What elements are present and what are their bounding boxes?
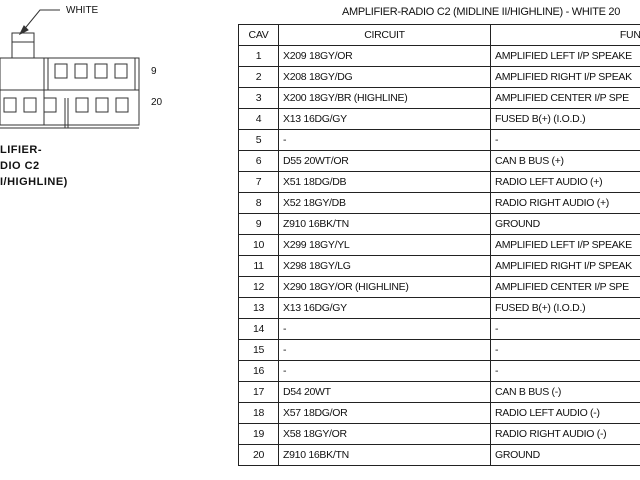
cav-cell: 12 [238,276,279,298]
table-row: 11 X298 18GY/LG AMPLIFIED RIGHT I/P SPEAK [238,255,640,277]
table-row: 3 X200 18GY/BR (HIGHLINE) AMPLIFIED CENTER… [238,87,640,109]
cav-cell: 1 [238,45,279,67]
table-row: 5-- [238,129,640,151]
function-cell: RADIO LEFT AUDIO (-) [490,402,640,424]
circuit-cell: X57 18DG/OR [278,402,491,424]
table-row: 4 X13 16DG/GY FUSED B(+) (I.O.D.) [238,108,640,130]
table-row: 10 X299 18GY/YL AMPLIFIED LEFT I/P SPEAKE [238,234,640,256]
cav-cell: 6 [238,150,279,172]
circuit-cell: X299 18GY/YL [278,234,491,256]
cav-cell: 14 [238,318,279,340]
pin-label-20: 20 [151,97,163,108]
table-row: 7 X51 18DG/DB RADIO LEFT AUDIO (+) [238,171,640,193]
connector-color-label: WHITE [66,5,99,16]
circuit-cell: X200 18GY/BR (HIGHLINE) [278,87,491,109]
cav-cell: 3 [238,87,279,109]
connector-diagram [0,9,140,129]
function-cell: AMPLIFIED LEFT I/P SPEAKE [490,45,640,67]
function-cell: - [490,339,640,361]
function-cell: GROUND [490,444,640,466]
table-row: 15- - [238,339,640,361]
circuit-cell: D54 20WT [278,381,491,403]
cav-cell: 2 [238,66,279,88]
table-row: 18 X57 18DG/OR RADIO LEFT AUDIO (-) [238,402,640,424]
circuit-cell: X58 18GY/OR [278,423,491,445]
function-cell: AMPLIFIED CENTER I/P SPE [490,276,640,298]
table-row: 16- - [238,360,640,382]
table-row: 2 X208 18GY/DG AMPLIFIED RIGHT I/P SPEAK [238,66,640,88]
circuit-cell: - [278,339,491,361]
function-cell: - [490,318,640,340]
function-cell: RADIO RIGHT AUDIO (-) [490,423,640,445]
function-cell: AMPLIFIED LEFT I/P SPEAKE [490,234,640,256]
circuit-cell: X209 18GY/OR [278,45,491,67]
cavity-row-bottom [3,97,129,113]
circuit-cell: D55 20WT/OR [278,150,491,172]
cav-cell: 8 [238,192,279,214]
cav-cell: 15 [238,339,279,361]
circuit-cell: - [278,129,491,151]
function-cell: AMPLIFIED RIGHT I/P SPEAK [490,255,640,277]
function-cell: GROUND [490,213,640,235]
function-cell: - [490,129,640,151]
cav-cell: 18 [238,402,279,424]
circuit-cell: X52 18GY/DB [278,192,491,214]
cav-cell: 7 [238,171,279,193]
table-row: 20 Z910 16BK/TN GROUND [238,444,640,466]
circuit-cell: Z910 16BK/TN [278,213,491,235]
function-cell: FUNCT [490,24,640,46]
cav-cell: 17 [238,381,279,403]
circuit-cell: X208 18GY/DG [278,66,491,88]
circuit-cell: X290 18GY/OR (HIGHLINE) [278,276,491,298]
table-row: 14- - [238,318,640,340]
cav-cell: 9 [238,213,279,235]
table-row: 6 D55 20WT/OR CAN B BUS (+) [238,150,640,172]
cav-cell: 4 [238,108,279,130]
cav-cell: 13 [238,297,279,319]
cavity-row-top [54,63,128,79]
table-row: 8 X52 18GY/DB RADIO RIGHT AUDIO (+) [238,192,640,214]
cav-cell: 16 [238,360,279,382]
connector-name-line-1: LIFIER- [0,144,42,156]
circuit-cell: X51 18DG/DB [278,171,491,193]
callout-arrow [18,9,60,36]
circuit-cell: X298 18GY/LG [278,255,491,277]
function-cell: AMPLIFIED CENTER I/P SPE [490,87,640,109]
cav-cell: 19 [238,423,279,445]
cav-cell: CAV [238,24,279,46]
circuit-cell: - [278,360,491,382]
table-row: 17 D54 20WT CAN B BUS (-) [238,381,640,403]
function-cell: CAN B BUS (-) [490,381,640,403]
table-row: 19 X58 18GY/OR RADIO RIGHT AUDIO (-) [238,423,640,445]
table-row: 1 X209 18GY/OR AMPLIFIED LEFT I/P SPEAKE [238,45,640,67]
circuit-cell: - [278,318,491,340]
cav-cell: 11 [238,255,279,277]
function-cell: RADIO LEFT AUDIO (+) [490,171,640,193]
cav-cell: 10 [238,234,279,256]
function-cell: CAN B BUS (+) [490,150,640,172]
function-cell: FUSED B(+) (I.O.D.) [490,297,640,319]
table-row: 13 X13 16DG/GY FUSED B(+) (I.O.D.) [238,297,640,319]
table-title: AMPLIFIER-RADIO C2 (MIDLINE II/HIGHLINE)… [342,6,621,18]
circuit-cell: Z910 16BK/TN [278,444,491,466]
function-cell: FUSED B(+) (I.O.D.) [490,108,640,130]
cav-cell: 20 [238,444,279,466]
pin-label-9: 9 [151,66,157,77]
connector-name-line-3: I/HIGHLINE) [0,176,68,188]
circuit-cell: CIRCUIT [278,24,491,46]
function-cell: - [490,360,640,382]
header-row: CAVCIRCUITFUNCT [238,24,640,46]
function-cell: RADIO RIGHT AUDIO (+) [490,192,640,214]
connector-name-line-2: DIO C2 [0,160,40,172]
function-cell: AMPLIFIED RIGHT I/P SPEAK [490,66,640,88]
table-row: 12 X290 18GY/OR (HIGHLINE) AMPLIFIED CENTE… [238,276,640,298]
table-row: 9 Z910 16BK/TN GROUND [238,213,640,235]
circuit-cell: X13 16DG/GY [278,108,491,130]
circuit-cell: X13 16DG/GY [278,297,491,319]
cav-cell: 5 [238,129,279,151]
